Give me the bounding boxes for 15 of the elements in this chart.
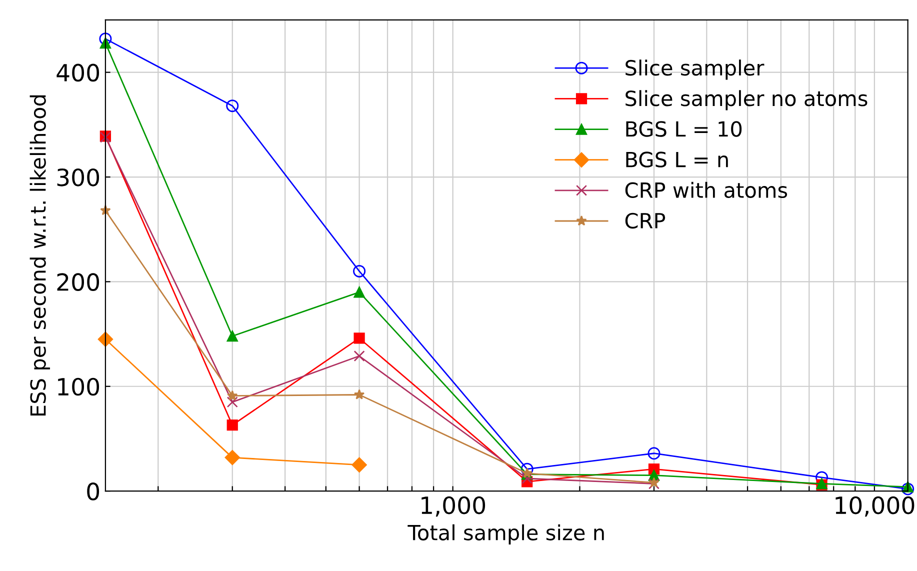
- y-tick-label: 0: [87, 482, 100, 500]
- legend-label: BGS L = n: [626, 152, 728, 168]
- y-axis-title: ESS per second w.r.t. likelihood: [30, 95, 50, 416]
- y-tick-label: 100: [58, 378, 100, 396]
- x-axis-title: Total sample size n: [408, 524, 604, 544]
- y-tick-label: 400: [56, 64, 100, 82]
- x-tick-label: 10,000: [836, 496, 914, 517]
- y-tick-label: 300: [57, 168, 100, 186]
- legend-label: CRP with atoms: [625, 182, 788, 198]
- legend-label: Slice sampler: [626, 60, 764, 80]
- legend-label: Slice sampler no atoms: [626, 90, 868, 110]
- y-tick-label: 200: [57, 273, 100, 291]
- x-tick-label: 1,000: [422, 496, 486, 517]
- legend-label: BGS L = 10: [626, 121, 742, 137]
- legend-label: CRP: [625, 212, 666, 229]
